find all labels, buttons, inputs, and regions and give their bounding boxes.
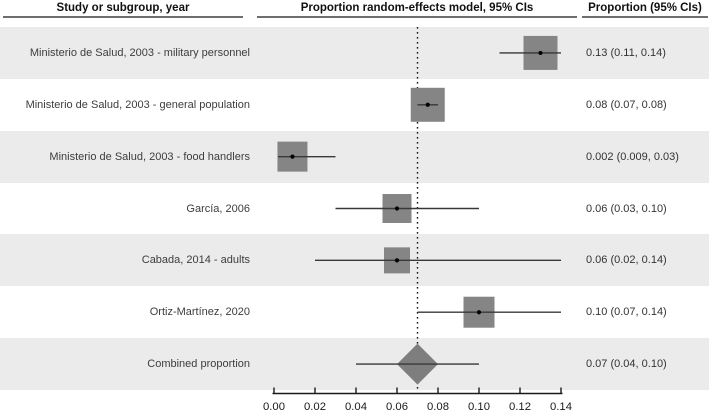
study-label: Cabada, 2014 - adults <box>141 254 250 267</box>
x-axis-tick-label: 0.00 <box>263 401 285 413</box>
study-label: Ministerio de Salud, 2003 - general popu… <box>25 98 250 111</box>
proportion-ci-value: 0.002 (0.009, 0.03) <box>586 150 679 163</box>
header-underline-proportion <box>582 16 708 18</box>
proportion-ci-value: 0.06 (0.02, 0.14) <box>586 254 667 267</box>
study-row: Ministerio de Salud, 2003 - general popu… <box>0 79 709 131</box>
header-underline-study <box>3 16 243 18</box>
x-axis-tick-label: 0.14 <box>550 401 572 413</box>
study-row: Ortiz-Martínez, 2020 0.10 (0.07, 0.14) <box>0 286 709 338</box>
study-rows: Ministerio de Salud, 2003 - military per… <box>0 27 709 391</box>
x-axis-tick-label: 0.06 <box>386 401 408 413</box>
column-header-study: Study or subgroup, year <box>56 2 190 14</box>
column-header-proportion: Proportion (95% CIs) <box>588 2 702 14</box>
study-row: Ministerio de Salud, 2003 - food handler… <box>0 130 709 183</box>
column-header-plot: Proportion random-effects model, 95% CIs <box>300 2 534 14</box>
study-row: Cabada, 2014 - adults 0.06 (0.02, 0.14) <box>0 234 709 287</box>
proportion-ci-value: 0.06 (0.03, 0.10) <box>586 202 667 215</box>
header-underline-plot <box>257 16 577 18</box>
proportion-ci-value: 0.13 (0.11, 0.14) <box>586 46 666 59</box>
study-row: Combined proportion 0.07 (0.04, 0.10) <box>0 338 709 391</box>
x-axis-tick-label: 0.10 <box>468 401 490 413</box>
x-axis-tick-label: 0.04 <box>345 401 367 413</box>
proportion-ci-value: 0.08 (0.07, 0.08) <box>586 98 667 111</box>
proportion-ci-value: 0.07 (0.04, 0.10) <box>586 358 667 371</box>
study-row: García, 2006 0.06 (0.03, 0.10) <box>0 183 709 235</box>
study-label: Combined proportion <box>147 358 250 371</box>
study-label: Ortiz-Martínez, 2020 <box>149 306 250 319</box>
x-axis-tick-label: 0.08 <box>427 401 449 413</box>
proportion-ci-value: 0.10 (0.07, 0.14) <box>586 306 667 319</box>
study-label: Ministerio de Salud, 2003 - military per… <box>29 46 250 59</box>
study-label: García, 2006 <box>186 202 250 215</box>
x-axis-tick-label: 0.12 <box>509 401 531 413</box>
x-axis-tick-label: 0.02 <box>304 401 326 413</box>
study-label: Ministerio de Salud, 2003 - food handler… <box>49 150 250 163</box>
study-row: Ministerio de Salud, 2003 - military per… <box>0 27 709 79</box>
